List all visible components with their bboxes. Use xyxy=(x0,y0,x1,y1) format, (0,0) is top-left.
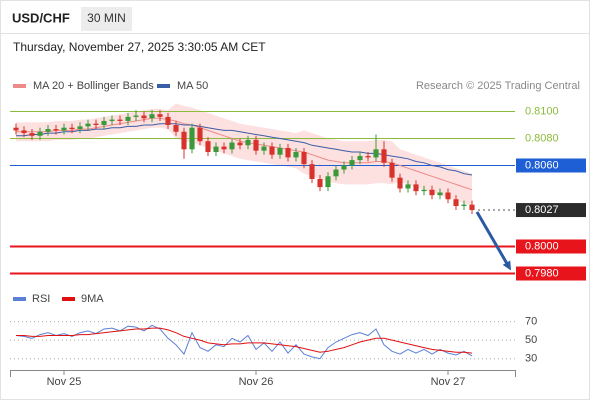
candle-body xyxy=(373,149,379,158)
candle-body xyxy=(205,141,211,152)
rsi-line xyxy=(15,324,473,360)
level-label: 0.8027 xyxy=(525,204,559,216)
candle-body xyxy=(293,152,299,158)
candle-body xyxy=(221,146,227,150)
level-label: 0.8100 xyxy=(525,105,559,117)
candle-body xyxy=(53,129,59,131)
candle-body xyxy=(13,127,19,131)
y-tick-label: 70 xyxy=(525,315,537,327)
candle-body xyxy=(469,204,475,211)
candle-body xyxy=(341,165,347,170)
candle-body xyxy=(189,127,195,150)
legend-label: 9MA xyxy=(81,293,104,305)
candle-body xyxy=(213,146,219,152)
candle-body xyxy=(237,142,243,146)
level-box xyxy=(516,203,586,218)
level-label: 0.8080 xyxy=(525,132,559,144)
candle-body xyxy=(173,125,179,132)
symbol: USD/CHF xyxy=(12,10,70,25)
candle-body xyxy=(85,123,91,127)
candle-body xyxy=(141,115,147,119)
candle-body xyxy=(453,199,459,206)
candle-body xyxy=(117,119,123,121)
x-tick-label: Nov 27 xyxy=(431,376,466,388)
candle-body xyxy=(197,127,203,142)
candle-body xyxy=(421,189,427,192)
candle-body xyxy=(109,119,115,121)
credit: Research © 2025 Trading Central xyxy=(416,80,580,92)
candle-body xyxy=(245,139,251,146)
ma-line xyxy=(16,117,473,191)
candle-body xyxy=(157,114,163,117)
timeframe-box xyxy=(81,7,132,31)
rsi-line xyxy=(16,327,473,354)
candle-body xyxy=(365,156,371,158)
candle-body xyxy=(325,176,331,188)
level-box xyxy=(516,239,586,254)
candle-body xyxy=(405,184,411,189)
candle-body xyxy=(37,131,43,136)
candle-body xyxy=(101,120,107,125)
candle-body xyxy=(429,189,435,196)
target-arrow-head xyxy=(502,260,511,271)
level-box xyxy=(516,266,586,281)
candle-body xyxy=(349,160,355,166)
candle-body xyxy=(301,152,307,165)
candle-body xyxy=(165,116,171,125)
candle-body xyxy=(357,156,363,161)
legend-label: RSI xyxy=(32,293,50,305)
x-tick-label: Nov 25 xyxy=(47,376,82,388)
x-tick-label: Nov 26 xyxy=(239,376,274,388)
candle-body xyxy=(93,123,99,125)
candle-body xyxy=(381,149,387,163)
candle-body xyxy=(253,139,259,151)
candle-body xyxy=(309,164,315,179)
candle-body xyxy=(413,184,419,192)
candle-body xyxy=(45,129,51,132)
level-label: 0.8000 xyxy=(525,240,559,252)
candle-body xyxy=(437,192,443,196)
candle-body xyxy=(285,147,291,158)
candle-body xyxy=(77,126,83,130)
candle-body xyxy=(181,131,187,150)
candle-body xyxy=(69,127,75,130)
level-label: 0.7980 xyxy=(525,267,559,279)
date: Thursday, November 27, 2025 3:30:05 AM C… xyxy=(13,40,266,54)
candle-body xyxy=(397,177,403,189)
candle-body xyxy=(21,130,27,134)
legend-label: MA 20 + Bollinger Bands xyxy=(33,80,154,92)
candle-body xyxy=(61,127,67,131)
candle-body xyxy=(125,116,131,121)
y-tick-label: 30 xyxy=(525,353,537,365)
candle-body xyxy=(269,146,275,155)
candle-body xyxy=(389,162,395,178)
legend-label: MA 50 xyxy=(177,80,208,92)
level-label: 0.8060 xyxy=(525,159,559,171)
target-arrow xyxy=(475,211,510,267)
ma-line xyxy=(16,123,473,176)
bollinger-band xyxy=(16,103,472,206)
candle-body xyxy=(133,115,139,117)
candle-body xyxy=(29,133,35,136)
y-tick-label: 50 xyxy=(525,334,537,346)
timeframe: 30 MIN xyxy=(87,11,126,25)
candle-body xyxy=(445,192,451,200)
candle-body xyxy=(461,204,467,206)
candle-body xyxy=(333,169,339,177)
candle-body xyxy=(261,146,267,151)
level-box xyxy=(516,158,586,173)
candle-body xyxy=(149,114,155,119)
candle-body xyxy=(277,147,283,155)
candle-body xyxy=(229,142,235,150)
candle-body xyxy=(317,179,323,188)
